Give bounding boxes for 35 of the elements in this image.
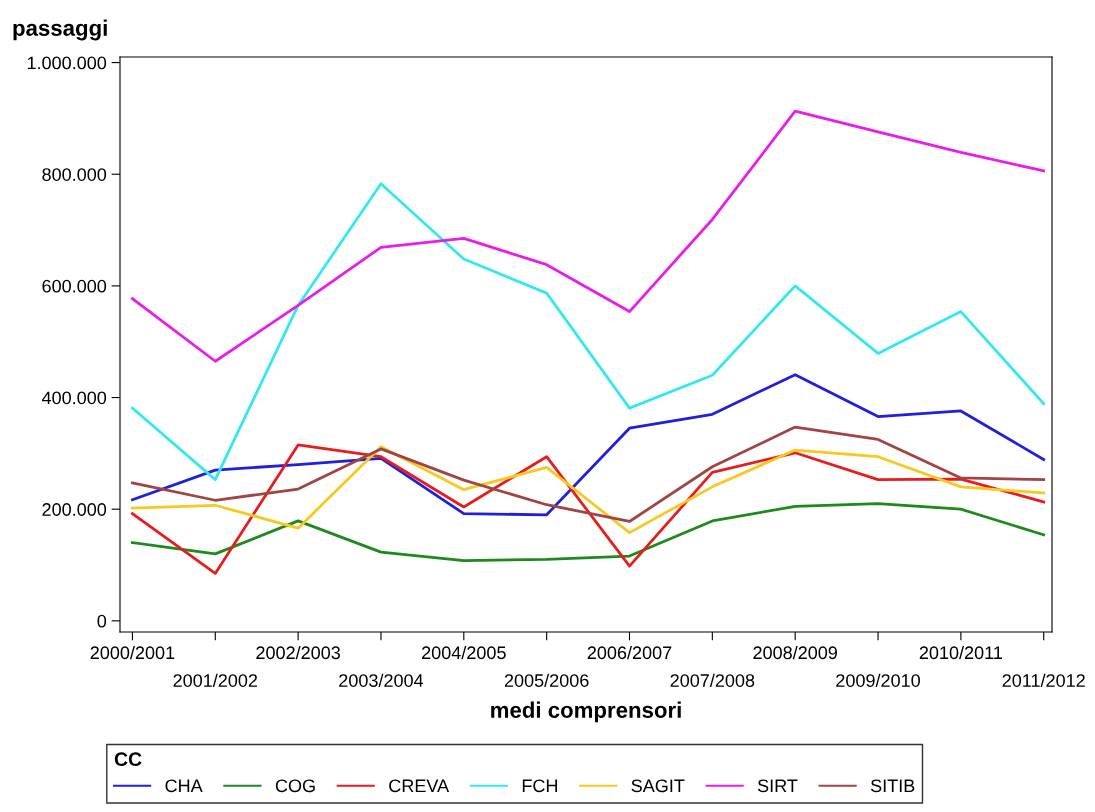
legend-label: SIRT xyxy=(757,779,798,793)
x-tick-label: 2003/2004 xyxy=(339,673,424,687)
legend-label: COG xyxy=(275,779,315,793)
line-series xyxy=(131,443,1046,575)
y-axis-title: passaggi xyxy=(13,19,107,41)
legend-label: CREVA xyxy=(389,779,450,793)
y-tick-label: 600.000 xyxy=(42,279,107,293)
x-tick-label: 2008/2009 xyxy=(753,645,838,660)
legend-label: SAGIT xyxy=(631,779,685,793)
y-tick-label: 0 xyxy=(97,614,107,628)
line-series xyxy=(131,502,1046,562)
legend-label: CHA xyxy=(165,779,203,793)
y-tick-label: 1.000.000 xyxy=(27,56,107,70)
x-tick-label: 2010/2011 xyxy=(919,645,1002,660)
x-tick-label: 2001/2002 xyxy=(173,673,258,687)
x-tick-label: 2006/2007 xyxy=(587,645,672,660)
y-tick-label: 400.000 xyxy=(41,391,107,405)
x-tick-label: 2007/2008 xyxy=(670,673,755,687)
y-tick-label: 200.000 xyxy=(42,503,107,516)
line-series xyxy=(131,425,1046,523)
legend-label: FCH xyxy=(522,779,558,793)
legend-title: CC xyxy=(114,752,142,767)
line-series xyxy=(131,373,1046,517)
legend-label: SITIB xyxy=(870,779,915,793)
y-tick-label: 800.000 xyxy=(42,168,107,181)
x-tick-label: 2002/2003 xyxy=(256,645,340,660)
x-tick-label: 2011/2012 xyxy=(1002,673,1085,687)
x-axis-title: medi comprensori xyxy=(491,701,681,723)
x-tick-label: 2005/2006 xyxy=(504,673,589,687)
x-tick-label: 2009/2010 xyxy=(836,673,920,687)
line-series xyxy=(131,109,1046,363)
x-tick-label: 2004/2005 xyxy=(422,645,506,660)
line-series xyxy=(131,445,1046,535)
x-tick-label: 2000/2001 xyxy=(90,645,175,660)
line-series xyxy=(131,182,1046,481)
